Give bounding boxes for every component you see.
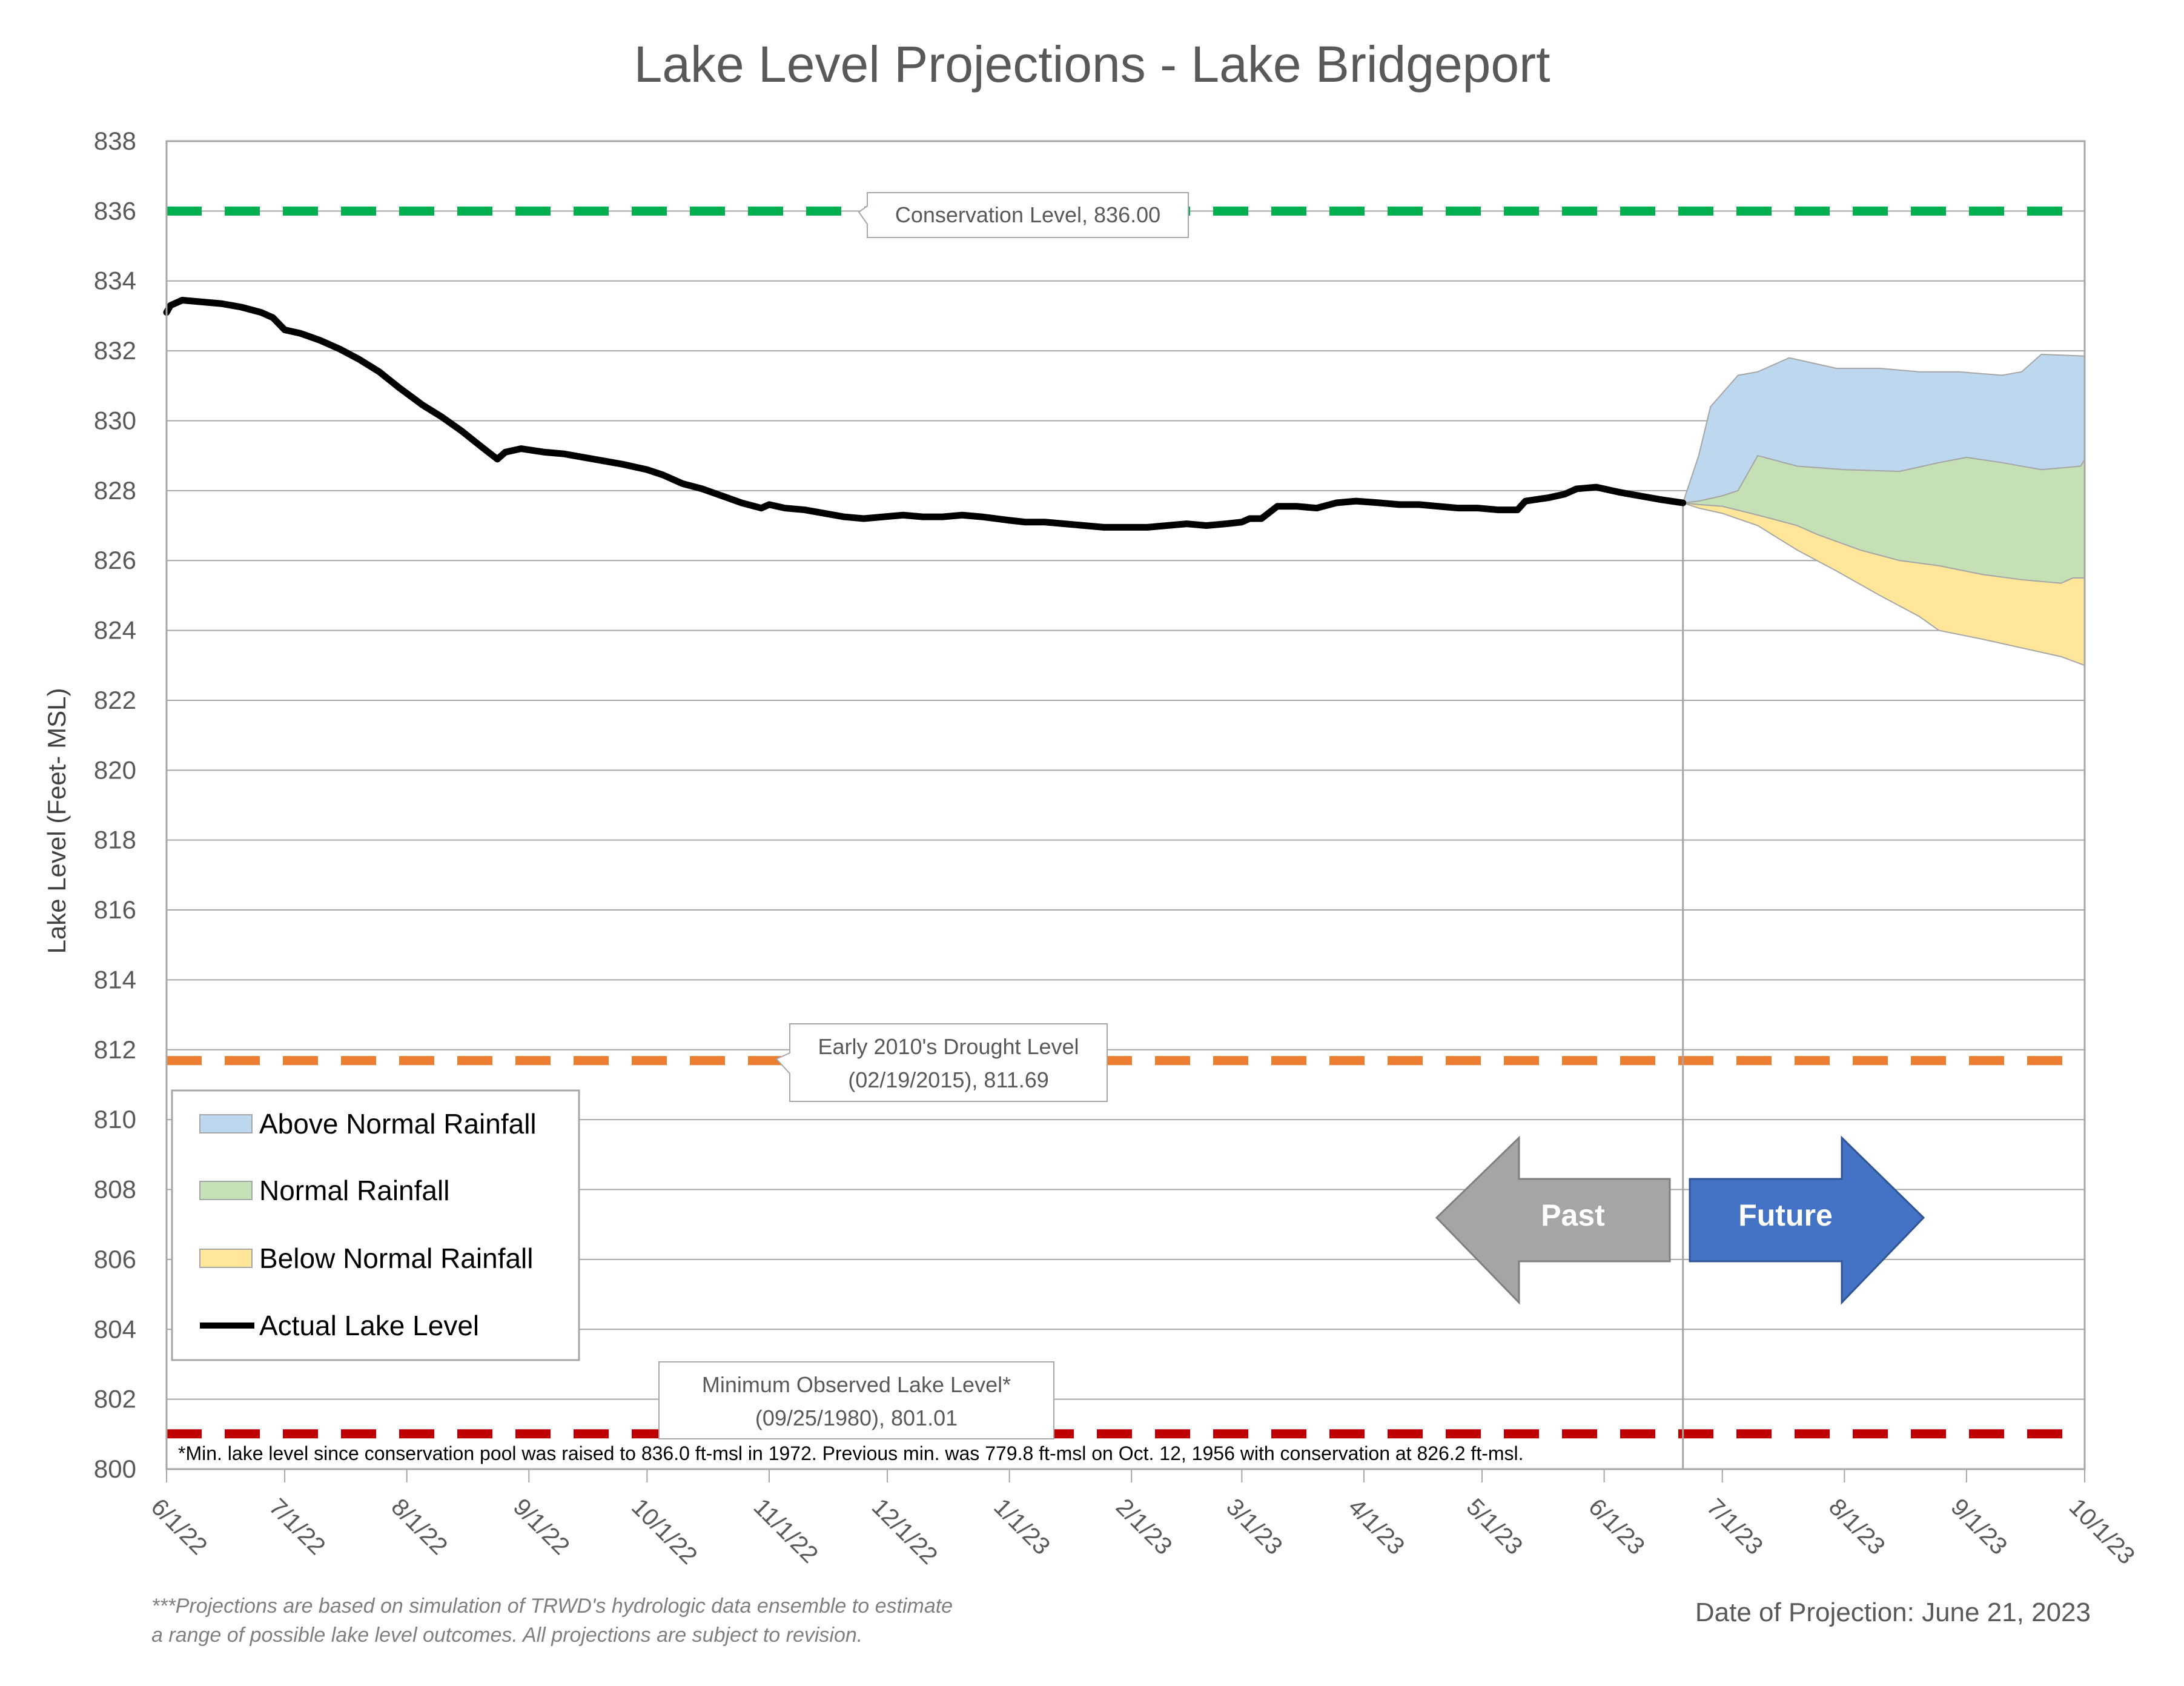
- minimum-level-label-line1: Minimum Observed Lake Level*: [702, 1372, 1011, 1397]
- drought-level-label-line1: Early 2010's Drought Level: [818, 1034, 1079, 1059]
- legend-item-above-normal: Above Normal Rainfall: [199, 1108, 537, 1140]
- min-level-footnote: *Min. lake level since conservation pool…: [178, 1442, 1524, 1464]
- y-tick-label-820: 820: [94, 755, 136, 784]
- y-tick-label-824: 824: [94, 616, 136, 645]
- y-tick-label-810: 810: [94, 1105, 136, 1133]
- plot-area-frame: [165, 140, 2086, 1470]
- y-tick-label-814: 814: [94, 965, 136, 994]
- x-tick-label-9/1/22: 9/1/22: [508, 1493, 575, 1560]
- legend-item-below-normal: Below Normal Rainfall: [199, 1243, 534, 1274]
- actual-lake-level-line: [163, 296, 1687, 531]
- legend-label-normal: Normal Rainfall: [259, 1175, 449, 1206]
- x-tick-label-3/1/23: 3/1/23: [1221, 1493, 1288, 1560]
- y-tick-label-812: 812: [94, 1035, 136, 1064]
- legend-label-actual: Actual Lake Level: [259, 1310, 479, 1341]
- y-tick-label-806: 806: [94, 1245, 136, 1273]
- y-tick-label-804: 804: [94, 1315, 136, 1343]
- future-arrow-label: Future: [1738, 1198, 1833, 1232]
- actual-lake-level-series: [163, 296, 1687, 531]
- legend-swatch-normal: [199, 1181, 253, 1200]
- x-tick-label-9/1/23: 9/1/23: [1946, 1493, 2013, 1560]
- projection-bands: [1682, 353, 2085, 666]
- y-tick-label-816: 816: [94, 895, 136, 924]
- y-tick-label-800: 800: [94, 1455, 136, 1483]
- x-tick-label-5/1/23: 5/1/23: [1461, 1493, 1528, 1560]
- y-axis-label: Lake Level (Feet- MSL): [42, 688, 71, 954]
- x-tick-label-8/1/22: 8/1/22: [386, 1493, 452, 1560]
- x-tick-label-6/1/23: 6/1/23: [1583, 1493, 1650, 1560]
- legend-swatch-above-normal: [199, 1114, 253, 1133]
- x-tick-label-12/1/22: 12/1/22: [867, 1493, 942, 1569]
- y-tick-label-822: 822: [94, 686, 136, 714]
- y-tick-label-832: 832: [94, 336, 136, 365]
- minimum-level-label-line2: (09/25/1980), 801.01: [755, 1406, 958, 1430]
- y-tick-label-830: 830: [94, 406, 136, 434]
- y-tick-label-838: 838: [94, 127, 136, 155]
- past-arrow-label: Past: [1541, 1198, 1605, 1232]
- minimum-level-callout: Minimum Observed Lake Level* (09/25/1980…: [658, 1361, 1054, 1439]
- legend: Above Normal Rainfall Normal Rainfall Be…: [171, 1089, 580, 1361]
- legend-label-above-normal: Above Normal Rainfall: [259, 1108, 537, 1140]
- projection-note-line2: a range of possible lake level outcomes.…: [151, 1624, 862, 1647]
- x-tick-label-1/1/23: 1/1/23: [988, 1493, 1055, 1560]
- y-tick-label-836: 836: [94, 196, 136, 225]
- y-tick-label-818: 818: [94, 826, 136, 854]
- y-tick-label-828: 828: [94, 476, 136, 505]
- x-tick-label-8/1/23: 8/1/23: [1824, 1493, 1890, 1560]
- projection-date-text: Date of Projection: June 21, 2023: [1695, 1598, 2091, 1627]
- drought-level-label-line2: (02/19/2015), 811.69: [848, 1067, 1049, 1092]
- x-tick-label-7/1/22: 7/1/22: [264, 1493, 331, 1560]
- x-tick-label-10/1/22: 10/1/22: [626, 1493, 702, 1569]
- y-tick-label-808: 808: [94, 1175, 136, 1204]
- legend-item-actual: Actual Lake Level: [200, 1310, 479, 1341]
- chart-title: Lake Level Projections - Lake Bridgeport: [634, 36, 1550, 93]
- legend-item-normal: Normal Rainfall: [199, 1175, 449, 1206]
- x-tick-label-11/1/22: 11/1/22: [749, 1493, 823, 1568]
- x-axis-ticks: 6/1/22 7/1/22 8/1/22 9/1/22 10/1/22 11/1/22 12…: [146, 1469, 2140, 1570]
- conservation-level-callout: Conservation Level, 836.00: [858, 192, 1189, 238]
- conservation-level-label: Conservation Level, 836.00: [895, 202, 1160, 227]
- y-tick-label-826: 826: [94, 546, 136, 574]
- y-axis-ticks: 800 802 804 806 808 810 812 814 816 818 820 822 824 8…: [94, 127, 136, 1483]
- x-tick-label-2/1/23: 2/1/23: [1111, 1493, 1177, 1560]
- future-arrow: Future: [1689, 1135, 1925, 1305]
- x-tick-label-10/1/23: 10/1/23: [2064, 1493, 2140, 1569]
- past-arrow: Past: [1435, 1135, 1671, 1305]
- x-tick-label-7/1/23: 7/1/23: [1701, 1493, 1768, 1560]
- projection-note-line1: ***Projections are based on simulation o…: [151, 1595, 953, 1618]
- legend-swatch-below-normal: [199, 1249, 253, 1268]
- y-tick-label-834: 834: [94, 267, 136, 295]
- drought-level-callout: Early 2010's Drought Level (02/19/2015),…: [775, 1023, 1108, 1102]
- x-tick-label-4/1/23: 4/1/23: [1343, 1493, 1410, 1560]
- legend-label-below-normal: Below Normal Rainfall: [259, 1243, 534, 1274]
- y-tick-label-802: 802: [94, 1385, 136, 1413]
- x-tick-label-6/1/22: 6/1/22: [146, 1493, 213, 1560]
